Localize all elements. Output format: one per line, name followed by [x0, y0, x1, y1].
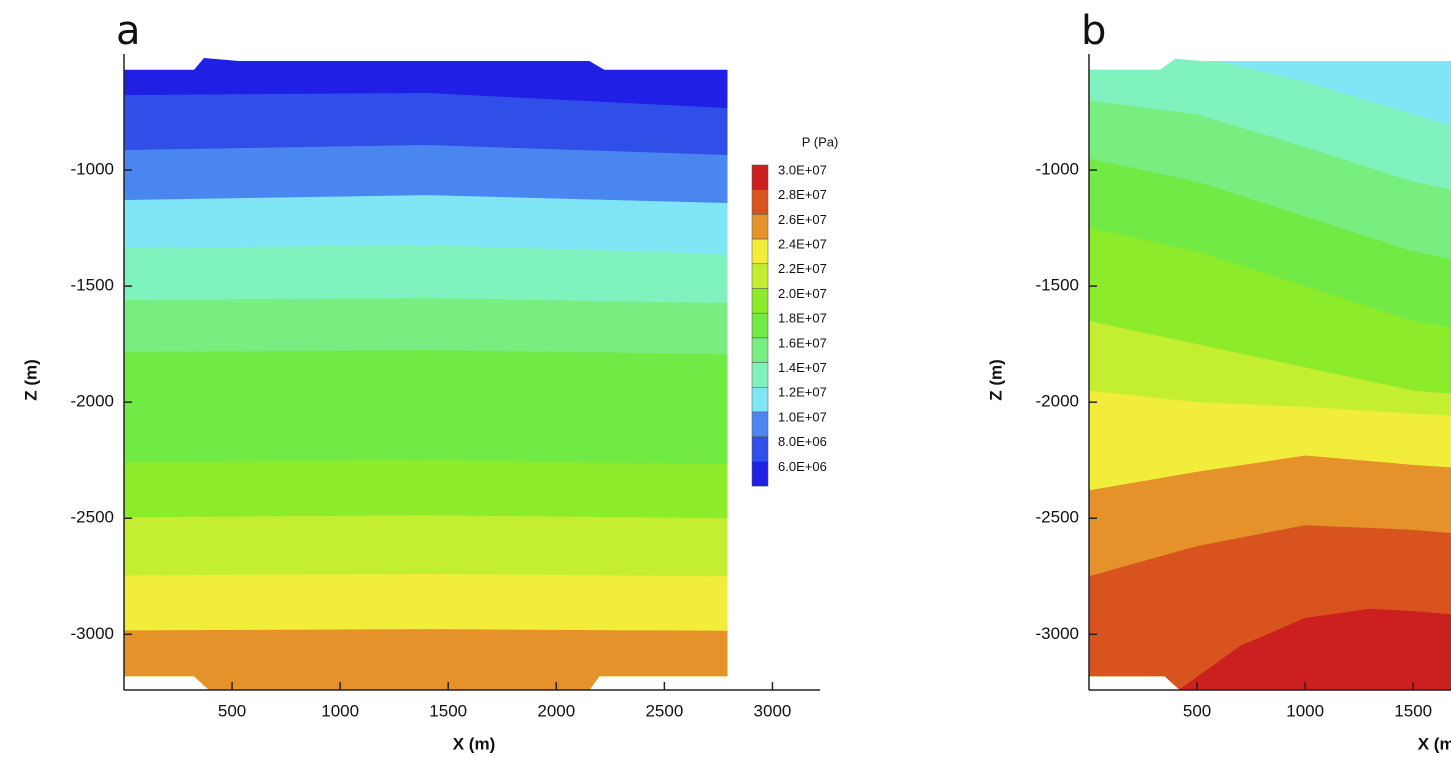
contour-band — [1089, 608, 1451, 690]
colorbar-swatch — [751, 387, 769, 413]
x-tick-label: 2500 — [645, 701, 683, 720]
colorbar-label: 2.8E+07 — [778, 187, 827, 202]
colorbar-label: 1.0E+07 — [778, 409, 827, 424]
colorbar-swatch — [751, 164, 769, 190]
colorbar-swatch — [751, 337, 769, 363]
colorbar-swatch — [751, 214, 769, 240]
y-axis-label: Z (m) — [21, 359, 40, 401]
colorbar-label: 1.2E+07 — [778, 385, 827, 400]
y-tick-label: -1000 — [71, 160, 114, 179]
y-tick-label: -2000 — [71, 392, 114, 411]
y-tick-label: -1000 — [1036, 160, 1079, 179]
colorbar-label: 8.0E+06 — [778, 434, 827, 449]
x-tick-label: 1500 — [429, 701, 467, 720]
x-axis-label: X (m) — [1418, 734, 1451, 753]
y-tick-label: -3000 — [71, 624, 114, 643]
y-tick-label: -2500 — [1036, 508, 1079, 527]
colorbar-swatch — [751, 238, 769, 265]
colorbar-swatch — [751, 288, 769, 314]
colorbar-label: 2.6E+07 — [778, 212, 827, 227]
panel: 500 1000 1500 2000 2500 3000 -1000 -1500 -2000 -2… — [21, 8, 838, 753]
colorbar-label: 1.8E+07 — [778, 311, 827, 326]
colorbar-label: 2.4E+07 — [778, 237, 827, 252]
colorbar-swatch — [751, 461, 769, 487]
y-tick-label: -1500 — [71, 276, 114, 295]
colorbar: P (Pa) 3.0E+07 2.8E+07 2.6E+07 2.4E+07 2.2E+0… — [751, 134, 839, 487]
x-axis-label: X (m) — [453, 734, 496, 753]
x-tick-label: 1000 — [1286, 701, 1324, 720]
y-tick-label: -3000 — [1036, 624, 1079, 643]
colorbar-swatch — [751, 263, 769, 289]
colorbar-label: 2.0E+07 — [778, 286, 827, 301]
x-tick-label: 500 — [1183, 701, 1211, 720]
colorbar-swatch — [751, 189, 769, 215]
colorbar-label: 6.0E+06 — [778, 459, 827, 474]
contour-fills — [1089, 58, 1451, 690]
colorbar-swatch — [751, 362, 769, 388]
x-tick-label: 1000 — [321, 701, 359, 720]
colorbar-swatch — [751, 312, 769, 339]
y-tick-label: -2000 — [1036, 392, 1079, 411]
colorbar-label: 1.4E+07 — [778, 360, 827, 375]
panel: 50010001500200025003000-1000-1500-2000-2… — [986, 8, 1451, 753]
colorbar-label: 1.6E+07 — [778, 335, 827, 350]
x-tick-label: 2000 — [537, 701, 575, 720]
y-tick-label: -1500 — [1036, 276, 1079, 295]
x-tick-label: 500 — [218, 701, 246, 720]
panel-label: b — [1081, 8, 1106, 54]
y-axis-label: Z (m) — [986, 359, 1005, 401]
y-tick-label: -2500 — [71, 508, 114, 527]
colorbar-swatch — [751, 436, 769, 462]
colorbar-label: 2.2E+07 — [778, 261, 827, 276]
panel-label: a — [116, 8, 141, 54]
contour-fills — [124, 92, 728, 690]
colorbar-swatch — [751, 411, 769, 437]
colorbar-title: P (Pa) — [802, 134, 839, 149]
x-tick-label: 3000 — [754, 701, 792, 720]
colorbar-label: 3.0E+07 — [778, 162, 827, 177]
x-tick-label: 1500 — [1394, 701, 1432, 720]
